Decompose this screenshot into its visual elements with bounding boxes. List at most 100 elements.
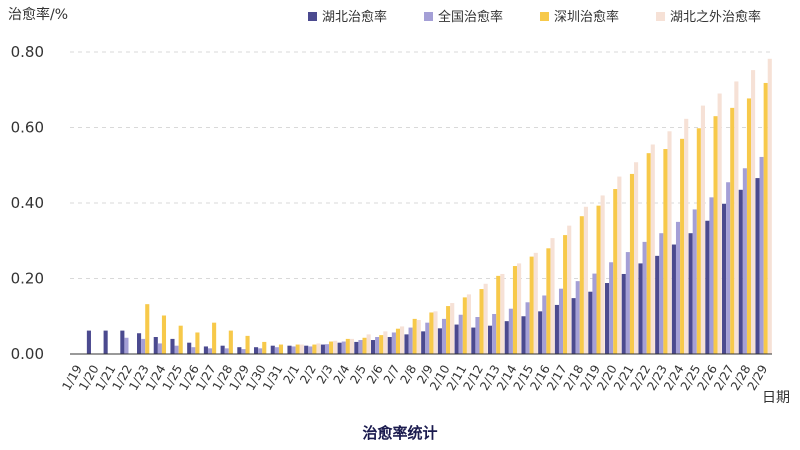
bar — [358, 340, 363, 354]
bar — [600, 195, 605, 354]
bar — [170, 338, 175, 354]
bar — [416, 320, 421, 354]
bar — [592, 273, 597, 354]
bar — [379, 335, 384, 355]
bar — [366, 334, 371, 354]
y-tick-label: 0.40 — [11, 194, 44, 212]
bar — [730, 107, 735, 355]
bar — [759, 156, 764, 354]
bar — [567, 225, 572, 354]
bar — [538, 311, 543, 354]
bar — [299, 344, 304, 354]
bar — [709, 197, 714, 354]
bar — [605, 283, 610, 354]
bar — [195, 332, 200, 354]
legend-swatch — [656, 12, 665, 21]
bar — [304, 345, 309, 354]
legend-label: 深圳治愈率 — [554, 9, 619, 25]
bar — [659, 233, 664, 354]
bar — [245, 335, 250, 354]
bar — [521, 316, 526, 354]
bar — [433, 311, 438, 354]
bar — [671, 244, 676, 354]
bar — [667, 131, 672, 354]
bar — [224, 348, 229, 354]
bar — [425, 322, 430, 354]
bar — [533, 252, 538, 354]
legend-swatch — [308, 12, 317, 21]
bar — [270, 345, 275, 354]
bar — [542, 295, 547, 354]
legend: 湖北治愈率 全国治愈率 深圳治愈率 湖北之外治愈率 — [308, 9, 761, 25]
bar — [141, 338, 146, 354]
bar — [337, 342, 342, 354]
y-tick-label: 0.60 — [11, 119, 44, 137]
bar — [684, 118, 689, 354]
bar — [722, 203, 727, 354]
bar — [483, 283, 488, 354]
bar — [237, 347, 242, 354]
bar — [575, 281, 580, 354]
legend-label: 湖北之外治愈率 — [670, 9, 761, 25]
bar — [751, 70, 756, 355]
bar — [187, 342, 192, 354]
bar — [525, 302, 530, 354]
bar — [642, 241, 647, 354]
bar — [529, 256, 534, 354]
x-axis-title: 日期 — [762, 390, 790, 406]
bar — [634, 162, 639, 354]
bar — [287, 345, 292, 354]
bar — [254, 347, 259, 354]
bar — [349, 338, 354, 354]
bar — [492, 313, 497, 354]
bar — [354, 341, 359, 354]
bar — [579, 216, 584, 354]
bar — [203, 346, 208, 354]
bar — [596, 205, 601, 354]
bar — [655, 255, 660, 354]
bar — [466, 294, 471, 354]
bar — [696, 128, 701, 354]
bar — [617, 176, 622, 354]
bar — [512, 266, 518, 354]
bar — [462, 297, 467, 355]
bar — [517, 263, 522, 354]
bar — [312, 344, 317, 354]
bar — [404, 334, 409, 354]
bar — [726, 182, 731, 354]
bar — [241, 349, 246, 354]
bar — [395, 328, 401, 354]
bar — [437, 328, 442, 354]
bar — [137, 333, 142, 354]
bar — [625, 252, 630, 354]
bar — [400, 326, 405, 354]
bar — [717, 93, 722, 354]
bar — [320, 344, 325, 354]
bar — [546, 248, 551, 354]
bar — [454, 324, 459, 354]
bar — [207, 348, 213, 354]
bar — [295, 344, 300, 354]
bar — [274, 347, 279, 354]
bar — [650, 144, 655, 354]
bar — [157, 343, 162, 354]
bar — [588, 291, 593, 354]
bar — [383, 331, 388, 354]
bar — [496, 275, 501, 354]
bar — [742, 168, 747, 354]
bar — [174, 345, 179, 354]
bar — [316, 343, 321, 354]
x-tick-labels: 1/191/201/211/221/231/241/251/261/271/28… — [59, 363, 770, 393]
bar — [103, 330, 108, 354]
bar — [688, 233, 693, 354]
bar — [387, 337, 392, 354]
bar — [228, 330, 233, 354]
bar — [262, 341, 267, 354]
bar — [563, 235, 568, 354]
bar — [421, 331, 426, 354]
bar — [583, 206, 588, 354]
bar — [441, 318, 447, 354]
bar — [558, 288, 564, 354]
bar — [408, 327, 413, 354]
